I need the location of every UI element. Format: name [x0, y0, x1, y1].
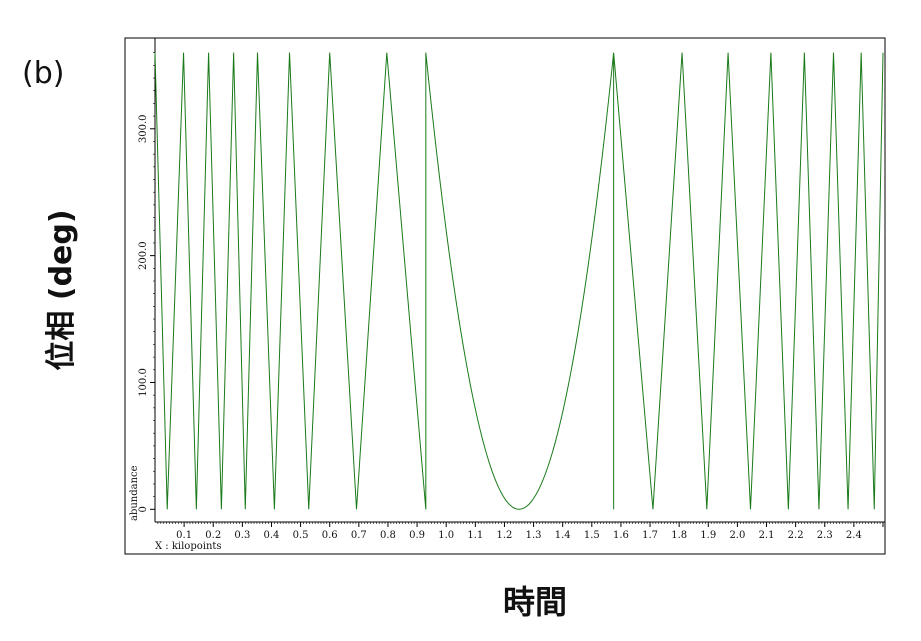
- x-tick-label: 2.3: [817, 530, 833, 541]
- x-tick-label: 1.9: [700, 530, 716, 541]
- x-tick-label: 2.1: [759, 530, 775, 541]
- phase-series-line: [154, 52, 884, 510]
- panel-label: (b): [22, 56, 65, 91]
- y-ticks: 0 100.0 200.0 300.0: [138, 52, 155, 513]
- x-tick-label: 1.3: [526, 530, 542, 541]
- x-axis-label: 時間: [502, 583, 568, 621]
- x-tick-label: 0.2: [205, 530, 221, 541]
- x-axis-caption: X : kilopoints: [155, 541, 222, 552]
- x-tick-label: 2.0: [729, 530, 745, 541]
- y-tick-label: 300.0: [138, 114, 149, 143]
- x-tick-label: 0.8: [380, 530, 396, 541]
- x-ticks: 0.1 0.2 0.3 0.4 0.5 0.6 0.7 0.8 0.9 1.0 1.1 1.2 1.3 1…: [157, 522, 884, 541]
- x-tick-label: 2.2: [788, 530, 804, 541]
- x-tick-label: 0.3: [234, 530, 250, 541]
- x-tick-label: 1.4: [555, 530, 571, 541]
- y-axis-caption: abundance: [129, 465, 140, 521]
- y-tick-label: 0: [138, 506, 149, 512]
- y-tick-label: 100.0: [138, 368, 149, 397]
- x-tick-label: 0.4: [264, 530, 280, 541]
- x-tick-label: 1.5: [584, 530, 600, 541]
- x-tick-label: 0.6: [322, 530, 338, 541]
- series-layer: [154, 52, 884, 510]
- x-tick-label: 2.4: [846, 530, 862, 541]
- x-tick-label: 0.7: [351, 530, 367, 541]
- x-tick-label: 1.0: [438, 530, 454, 541]
- plot-frame: [124, 37, 886, 555]
- x-tick-label: 1.7: [642, 530, 658, 541]
- x-tick-label: 0.5: [293, 530, 309, 541]
- x-tick-label: 1.1: [467, 530, 483, 541]
- x-tick-label: 0.1: [176, 530, 192, 541]
- x-tick-label: 1.8: [671, 530, 687, 541]
- y-tick-label: 200.0: [138, 241, 149, 270]
- x-tick-label: 1.2: [496, 530, 512, 541]
- x-tick-label: 1.6: [613, 530, 629, 541]
- x-tick-label: 0.9: [409, 530, 425, 541]
